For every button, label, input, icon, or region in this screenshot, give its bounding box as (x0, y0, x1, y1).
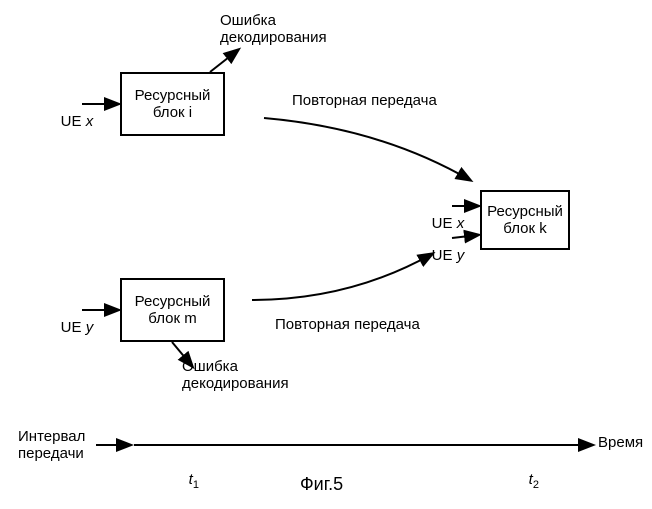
ue-y-left-label: UE y (44, 302, 93, 354)
ue-var: x (86, 113, 94, 130)
interval-label: Интервал передачи (18, 428, 85, 463)
t-sub: 2 (533, 479, 539, 491)
arrow-i-to-error (210, 50, 238, 72)
ue-prefix: UE (61, 319, 86, 336)
ue-x-left-label: UE x (44, 96, 93, 148)
block-k-label: Ресурсный блок k (482, 203, 568, 238)
arrow-retrans-bottom (252, 254, 432, 300)
retransmit-top-label: Повторная передача (292, 92, 437, 109)
block-m: Ресурсный блок m (120, 278, 225, 342)
ue-y-right-label: UE y (415, 230, 464, 282)
block-k: Ресурсный блок k (480, 190, 570, 250)
block-i: Ресурсный блок i (120, 72, 225, 136)
time-label: Время (598, 434, 643, 451)
block-m-label: Ресурсный блок m (122, 293, 223, 328)
t-sub: 1 (193, 479, 199, 491)
ue-var: y (457, 247, 465, 264)
retransmit-bottom-label: Повторная передача (275, 316, 420, 333)
t1-label: t1 (172, 454, 199, 509)
error-top-label: Ошибка декодирования (220, 12, 327, 47)
diagram-stage: Ресурсный блок i Ресурсный блок m Ресурс… (0, 0, 652, 500)
arrows-overlay (0, 0, 652, 500)
ue-prefix: UE (432, 247, 457, 264)
ue-var: y (86, 319, 94, 336)
block-i-label: Ресурсный блок i (122, 87, 223, 122)
figure-caption: Фиг.5 (300, 474, 343, 495)
ue-prefix: UE (61, 113, 86, 130)
error-bottom-label: Ошибка декодирования (182, 358, 289, 393)
arrow-retrans-top (264, 118, 470, 180)
t2-label: t2 (512, 454, 539, 509)
